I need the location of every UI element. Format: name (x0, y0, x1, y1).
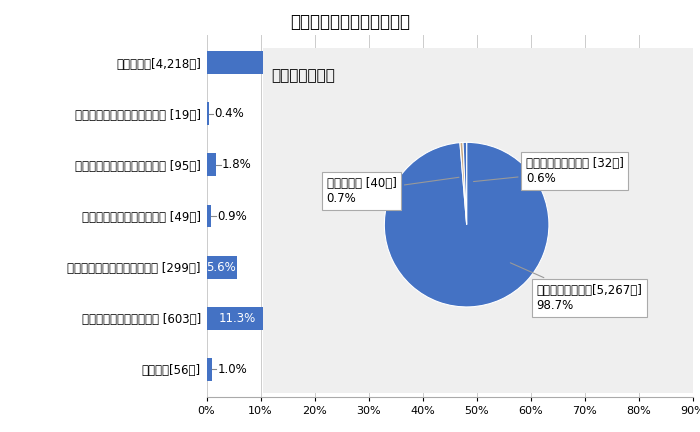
Text: 性自認のあり方: 性自認のあり方 (271, 68, 335, 83)
Text: シスジェンダー　[5,267人]
98.7%: シスジェンダー [5,267人] 98.7% (510, 263, 643, 312)
Wedge shape (384, 142, 549, 307)
Bar (206, 307, 267, 330)
Bar (206, 256, 237, 279)
Text: 性別無回答 [40人]
0.7%: 性別無回答 [40人] 0.7% (327, 177, 459, 205)
Text: 0.9%: 0.9% (217, 210, 246, 222)
Text: 0.4%: 0.4% (214, 107, 244, 120)
Wedge shape (463, 142, 467, 225)
Text: 11.3%: 11.3% (218, 312, 256, 325)
Bar (206, 153, 216, 176)
Wedge shape (460, 143, 467, 225)
Bar (206, 358, 212, 381)
Text: トランスジェンダー [32人]
0.6%: トランスジェンダー [32人] 0.6% (473, 157, 624, 185)
Text: 79.0%: 79.0% (591, 56, 628, 69)
Bar (206, 102, 209, 125)
Text: 1.8%: 1.8% (222, 159, 251, 172)
Bar (206, 51, 634, 74)
Text: 1.0%: 1.0% (217, 363, 247, 376)
Bar (206, 204, 211, 228)
Text: 5.6%: 5.6% (206, 260, 236, 273)
Text: 性的指向アイデンティティ: 性的指向アイデンティティ (290, 13, 410, 31)
